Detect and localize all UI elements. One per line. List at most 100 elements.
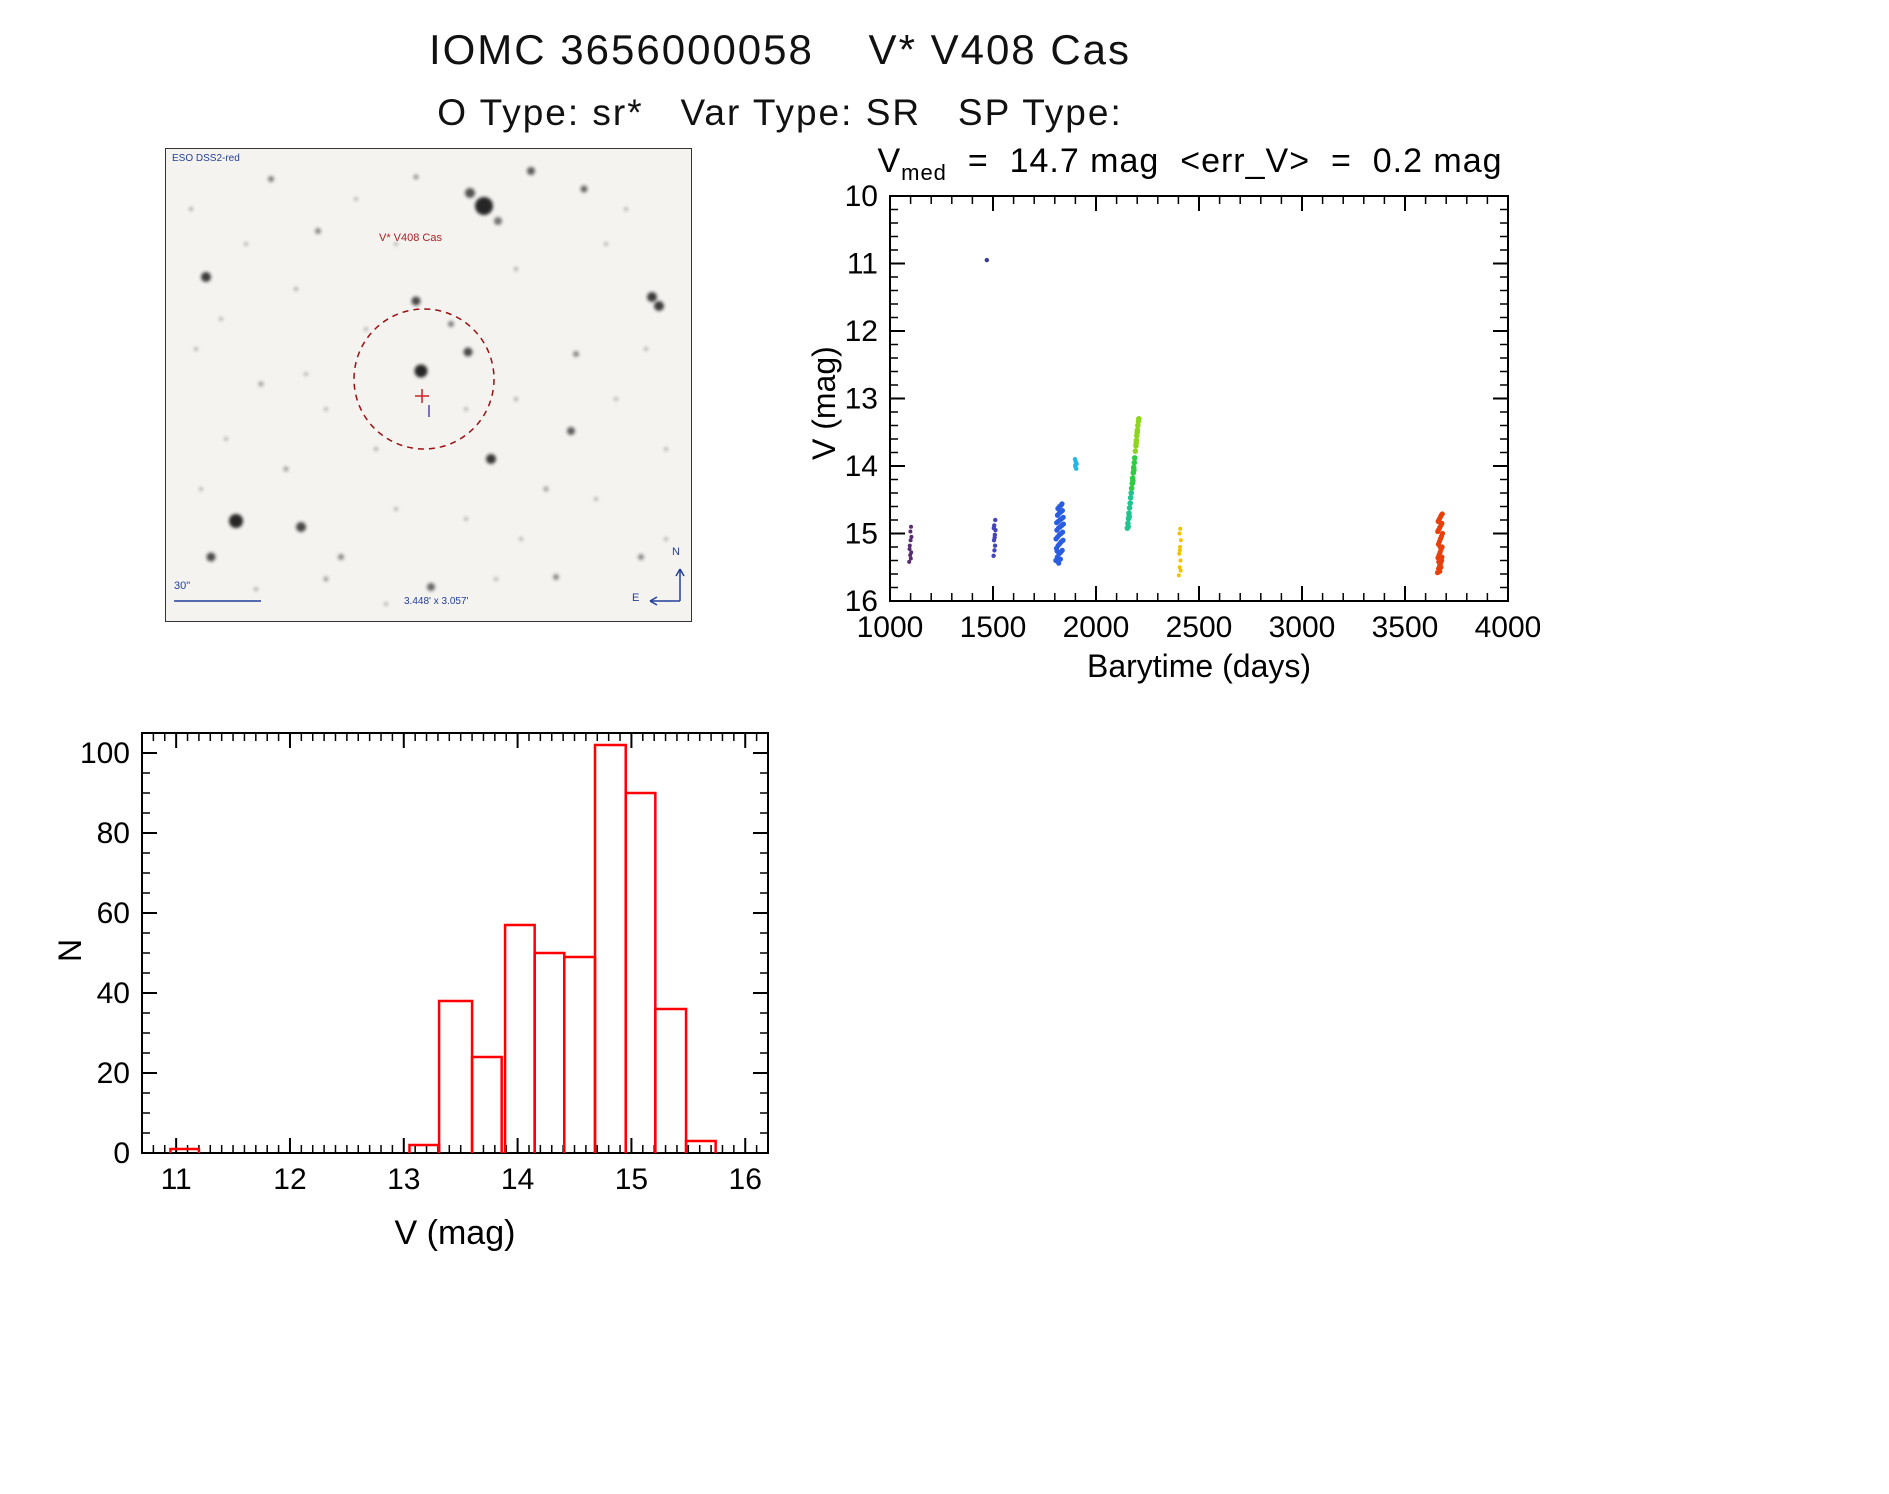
star bbox=[464, 407, 468, 411]
lightcurve-ylabel: V (mag) bbox=[806, 346, 842, 460]
star bbox=[514, 267, 518, 271]
star bbox=[580, 185, 588, 193]
lightcurve-plot: 1000 1500 2000 2500 3000 3500 4000 10 11 12 13 14 15… bbox=[845, 180, 1540, 644]
data-point-epoch-6-yellow bbox=[1178, 526, 1183, 531]
data-point-epoch-4-cyan bbox=[1072, 463, 1078, 468]
finder-compass-east-label: E bbox=[632, 592, 640, 604]
data-point-epoch-5-green-high bbox=[1134, 429, 1140, 436]
star bbox=[201, 272, 211, 282]
x-tick-label: 11 bbox=[161, 1163, 192, 1196]
star bbox=[229, 514, 243, 528]
histogram-bar bbox=[503, 923, 536, 1153]
data-point-epoch-2-blue bbox=[992, 543, 998, 548]
star bbox=[323, 576, 329, 582]
star bbox=[258, 381, 264, 387]
star bbox=[475, 197, 493, 215]
y-tick-label: 16 bbox=[845, 585, 878, 618]
y-tick-label: 60 bbox=[97, 897, 130, 930]
histogram-ylabel: N bbox=[52, 938, 88, 962]
data-point-epoch-4-cyan bbox=[1074, 466, 1079, 471]
star bbox=[567, 427, 575, 435]
star bbox=[664, 537, 668, 541]
star bbox=[427, 583, 435, 591]
data-point-epoch-2-blue bbox=[993, 517, 998, 523]
star-field bbox=[189, 167, 668, 606]
data-point-epoch-6-yellow bbox=[1177, 531, 1182, 536]
data-point-epoch-3-blue bbox=[1056, 560, 1062, 566]
data-point-epoch-6-yellow bbox=[1177, 551, 1182, 556]
histogram-xlabel: V (mag) bbox=[394, 1214, 516, 1252]
x-tick-label: 14 bbox=[501, 1163, 534, 1196]
star bbox=[304, 372, 308, 376]
histogram-bar bbox=[470, 1055, 503, 1153]
x-tick-label: 3000 bbox=[1269, 611, 1336, 644]
data-point-epoch-3-blue bbox=[1059, 501, 1065, 507]
data-point-epoch-6-yellow bbox=[1176, 573, 1181, 578]
histogram-bar bbox=[624, 791, 657, 1153]
star bbox=[283, 466, 289, 472]
star bbox=[654, 301, 664, 311]
data-point-epoch-5-green-mid bbox=[1131, 467, 1137, 473]
histogram-plot: 11 12 13 14 15 16 0 20 40 60 80 100 bbox=[80, 732, 769, 1196]
data-point-epoch-5-green-low bbox=[1127, 494, 1134, 501]
star bbox=[411, 296, 421, 306]
lightcurve-title-v: V bbox=[877, 142, 902, 180]
data-point-epoch-7-red bbox=[1439, 530, 1446, 537]
x-tick-label: 12 bbox=[273, 1163, 306, 1196]
data-point-epoch-5-green-mid bbox=[1131, 455, 1138, 461]
lightcurve-points bbox=[907, 257, 1446, 578]
data-point-epoch-5-green-low bbox=[1126, 505, 1133, 511]
y-tick-label: 11 bbox=[847, 248, 878, 281]
compass-east-arrow bbox=[649, 600, 658, 606]
star bbox=[664, 447, 668, 451]
star bbox=[414, 364, 428, 378]
data-point-epoch-1-purple bbox=[908, 529, 913, 534]
x-tick-label: 13 bbox=[387, 1163, 420, 1196]
data-point-epoch-5-green-high bbox=[1132, 448, 1139, 454]
histogram-bar bbox=[408, 1143, 441, 1153]
star bbox=[594, 497, 598, 501]
star bbox=[527, 167, 535, 175]
histogram-bar bbox=[684, 1139, 717, 1153]
star bbox=[189, 207, 193, 211]
finder-target-label: V* V408 Cas bbox=[379, 232, 442, 244]
data-point-epoch-5-green-high bbox=[1136, 415, 1142, 422]
histogram-bar bbox=[437, 999, 474, 1153]
star bbox=[553, 574, 559, 580]
star bbox=[644, 347, 648, 351]
data-point-epoch-3-blue bbox=[1060, 514, 1066, 520]
star bbox=[514, 397, 518, 401]
finder-fov-label: 3.448' x 3.057' bbox=[404, 596, 469, 607]
x-tick-label: 4000 bbox=[1475, 611, 1540, 644]
star bbox=[268, 176, 274, 182]
histogram-bar bbox=[654, 1007, 688, 1153]
star bbox=[354, 197, 358, 201]
lightcurve-title-rest: = 14.7 mag <err_V> = 0.2 mag bbox=[946, 142, 1503, 180]
data-point-epoch-6-yellow bbox=[1178, 558, 1183, 563]
data-point-epoch-1-purple bbox=[907, 543, 912, 548]
data-point-epoch-6-yellow bbox=[1178, 538, 1183, 543]
y-tick-label: 100 bbox=[80, 737, 130, 770]
star bbox=[647, 292, 657, 302]
data-point-epoch-5-green-mid bbox=[1130, 478, 1136, 484]
star bbox=[573, 351, 579, 357]
data-point-epoch-5-green-low bbox=[1127, 500, 1133, 506]
x-tick-label: 15 bbox=[615, 1163, 648, 1196]
lightcurve-title: Vmed = 14.7 mag <err_V> = 0.2 mag bbox=[860, 142, 1520, 186]
data-point-epoch-5-green-high bbox=[1133, 440, 1139, 446]
star bbox=[394, 242, 398, 246]
star bbox=[494, 577, 498, 581]
finder-compass-north-label: N bbox=[672, 546, 680, 558]
data-point-epoch-7-red bbox=[1437, 544, 1443, 550]
lightcurve-title-sub: med bbox=[901, 159, 947, 185]
y-tick-label: 10 bbox=[845, 180, 878, 213]
y-tick-label: 13 bbox=[845, 383, 878, 416]
star bbox=[614, 397, 618, 401]
star bbox=[254, 587, 258, 591]
data-point-epoch-3-blue bbox=[1059, 547, 1065, 553]
histogram-bar bbox=[593, 743, 627, 1153]
page-title: IOMC 3656000058 V* V408 Cas bbox=[428, 26, 1132, 73]
star bbox=[206, 552, 216, 562]
data-point-epoch-7-red bbox=[1437, 568, 1443, 574]
